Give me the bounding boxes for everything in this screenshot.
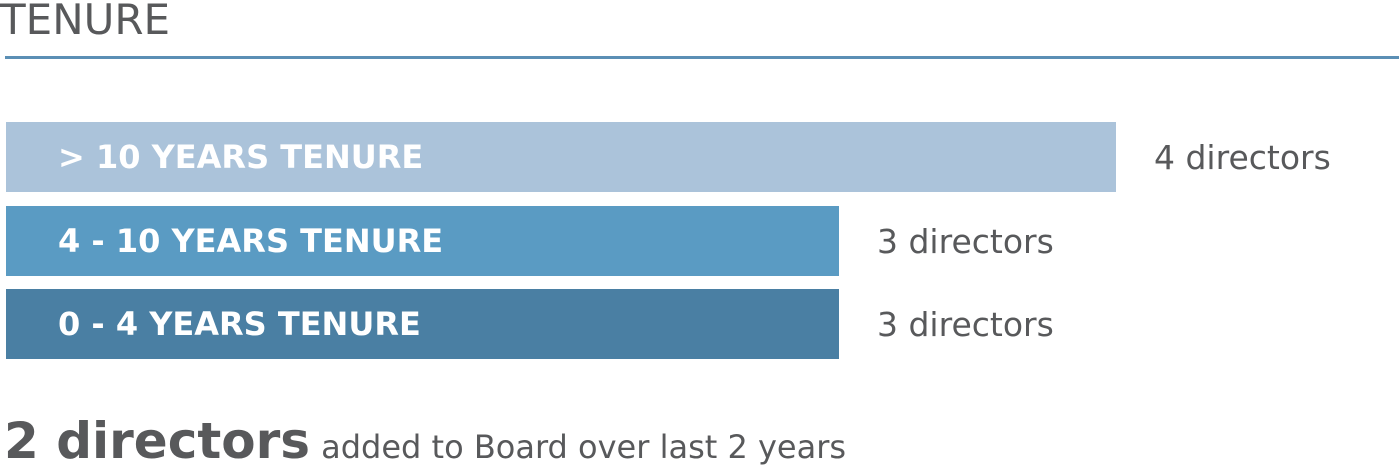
tenure-bar-1: > 10 YEARS TENURE (6, 122, 1116, 192)
tenure-value-label: 3 directors (877, 206, 1054, 276)
footer-highlight: 2 directors (4, 412, 310, 470)
tenure-bar-chart: > 10 YEARS TENURE 4 directors 4 - 10 YEARS… (0, 110, 1399, 370)
tenure-bar-label: 0 - 4 YEARS TENURE (58, 305, 421, 343)
tenure-bar-label: 4 - 10 YEARS TENURE (58, 222, 443, 260)
title-rule (5, 56, 1399, 59)
footer-text: added to Board over last 2 years (321, 428, 846, 466)
tenure-bar-3: 0 - 4 YEARS TENURE (6, 289, 839, 359)
tenure-value-label: 3 directors (877, 289, 1054, 359)
tenure-bar-2: 4 - 10 YEARS TENURE (6, 206, 839, 276)
page-title: TENURE (0, 0, 170, 44)
footer-note: 2 directors added to Board over last 2 y… (4, 412, 846, 470)
tenure-bar-label: > 10 YEARS TENURE (58, 138, 423, 176)
tenure-value-label: 4 directors (1154, 122, 1331, 192)
